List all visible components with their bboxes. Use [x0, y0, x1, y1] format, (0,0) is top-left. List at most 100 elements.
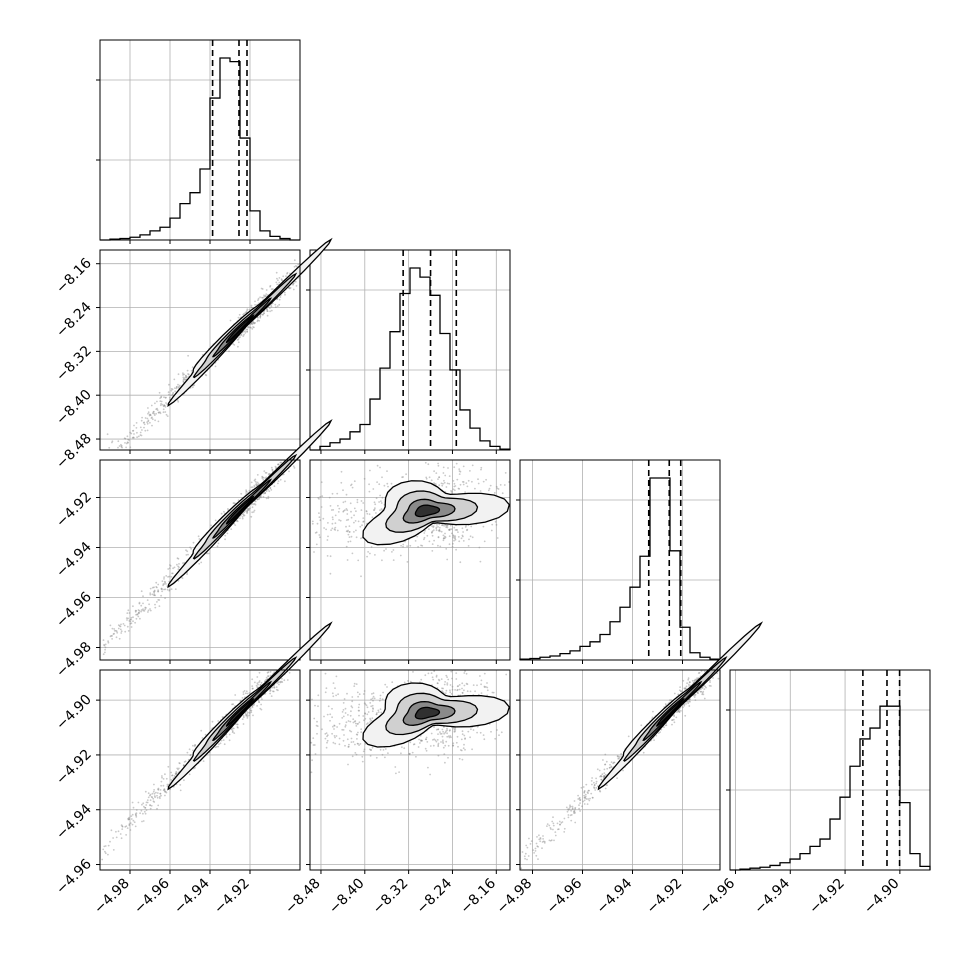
scatter-point — [292, 288, 295, 291]
scatter-point — [665, 724, 668, 727]
scatter-point — [467, 730, 470, 733]
scatter-point — [423, 538, 425, 541]
scatter-point — [695, 678, 698, 681]
scatter-point — [313, 717, 316, 720]
scatter-point — [476, 731, 478, 734]
scatter-point — [130, 626, 133, 628]
scatter-point — [295, 265, 297, 267]
scatter-point — [279, 478, 282, 481]
scatter-point — [367, 722, 369, 724]
scatter-point — [333, 725, 336, 727]
scatter-point — [386, 686, 388, 688]
scatter-point — [183, 761, 186, 763]
scatter-point — [145, 809, 148, 811]
scatter-point — [457, 487, 460, 490]
scatter-point — [446, 524, 449, 527]
scatter-point — [250, 711, 253, 714]
scatter-point — [461, 682, 464, 685]
scatter-point — [246, 508, 249, 510]
scatter-point — [231, 730, 234, 732]
scatter-point — [571, 808, 574, 811]
scatter-point — [657, 732, 660, 734]
scatter-point — [455, 672, 458, 674]
y-tick-label: −8.40 — [53, 387, 95, 429]
scatter-point — [165, 396, 167, 399]
scatter-point — [234, 524, 237, 526]
scatter-point — [703, 688, 706, 690]
y-tick-label: −8.24 — [53, 299, 95, 341]
scatter-point — [126, 619, 128, 621]
scatter-point — [344, 500, 347, 503]
scatter-point — [384, 756, 386, 759]
scatter-point — [480, 466, 483, 469]
scatter-point — [163, 788, 166, 790]
scatter-point — [406, 561, 409, 563]
scatter-point — [182, 376, 185, 379]
scatter-point — [663, 726, 665, 729]
scatter-point — [188, 748, 191, 751]
scatter-point — [591, 796, 594, 799]
scatter-point — [137, 612, 140, 614]
scatter-point — [107, 640, 109, 643]
scatter-point — [486, 682, 488, 684]
scatter-point — [378, 501, 380, 503]
scatter-point — [578, 807, 580, 810]
scatter-point — [168, 383, 170, 386]
scatter-point — [144, 429, 147, 432]
scatter-point — [246, 330, 249, 333]
scatter-point — [463, 672, 466, 674]
scatter-point — [604, 763, 607, 766]
scatter-point — [342, 709, 345, 711]
scatter-point — [334, 526, 337, 529]
scatter-point — [177, 373, 180, 376]
scatter-point — [316, 720, 318, 723]
scatter-point — [185, 549, 187, 552]
scatter-point — [311, 522, 314, 525]
scatter-point — [417, 746, 420, 748]
scatter-point — [150, 404, 153, 407]
scatter-point — [356, 738, 358, 740]
scatter-point — [126, 827, 129, 829]
scatter-point — [246, 331, 249, 333]
scatter-point — [441, 728, 444, 731]
scatter-point — [520, 867, 523, 870]
scatter-point — [589, 797, 591, 800]
scatter-point — [329, 572, 332, 575]
scatter-point — [235, 520, 238, 522]
scatter-point — [336, 529, 339, 532]
scatter-point — [461, 733, 464, 736]
scatter-point — [335, 735, 338, 737]
scatter-point — [135, 814, 138, 817]
scatter-point — [163, 404, 166, 407]
scatter-point — [523, 855, 526, 858]
scatter-point — [369, 469, 371, 472]
scatter-point — [582, 800, 585, 803]
scatter-point — [365, 510, 368, 513]
scatter-point — [245, 310, 248, 313]
scatter-point — [443, 481, 446, 484]
scatter-point — [143, 421, 146, 424]
scatter-point — [349, 720, 352, 723]
scatter-point — [438, 529, 441, 531]
scatter-point — [415, 755, 417, 758]
scatter-point — [462, 535, 464, 538]
scatter-point — [350, 516, 353, 519]
scatter-point — [453, 539, 455, 542]
scatter-point — [370, 749, 372, 751]
scatter-point — [642, 751, 645, 754]
scatter-point — [251, 323, 254, 326]
scatter-point — [441, 687, 443, 690]
scatter-point — [585, 783, 588, 786]
scatter-point — [265, 476, 268, 479]
scatter-point — [129, 431, 132, 434]
scatter-point — [126, 612, 129, 614]
panel-frame — [519, 459, 721, 661]
scatter-point — [271, 468, 274, 471]
scatter-point — [440, 482, 443, 485]
scatter-point — [366, 706, 369, 709]
scatter-point — [582, 786, 585, 788]
scatter-point — [136, 431, 138, 434]
scatter-point — [465, 672, 468, 675]
scatter-point — [119, 628, 122, 631]
scatter-point — [118, 445, 121, 447]
